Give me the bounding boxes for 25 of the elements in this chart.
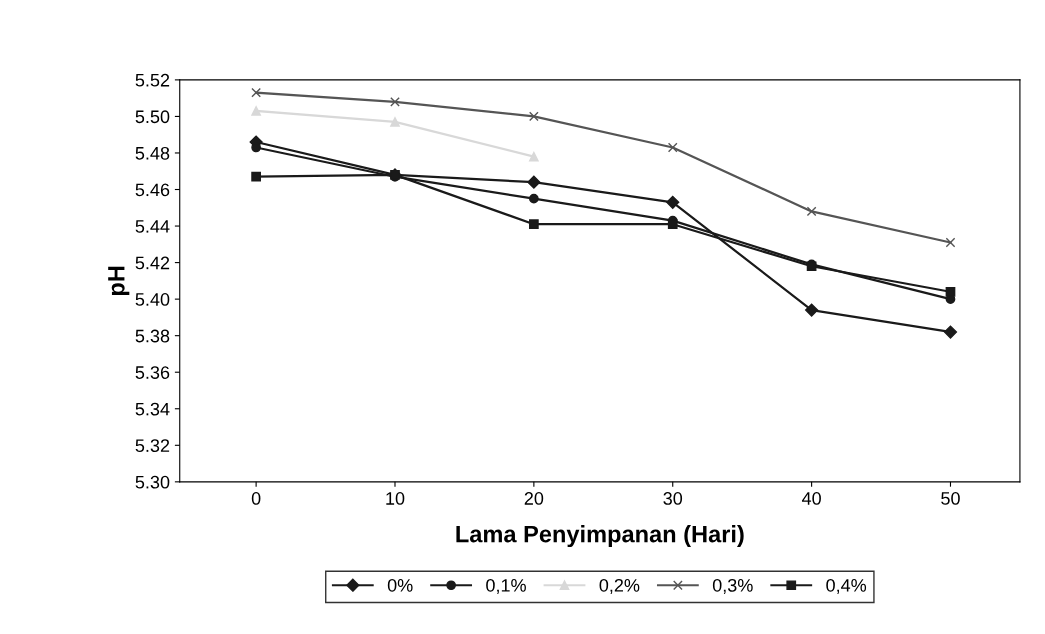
y-tick-label: 5.36 bbox=[135, 366, 170, 379]
y-tick-label: 5.52 bbox=[135, 73, 170, 87]
x-tick-label: 50 bbox=[941, 492, 960, 505]
x-tick-label: 40 bbox=[801, 492, 821, 505]
x-tick-label: 10 bbox=[386, 492, 405, 505]
x-tick-label: 0 bbox=[251, 492, 261, 505]
legend-label: 0% bbox=[387, 578, 413, 592]
x-tick-label: 20 bbox=[524, 492, 544, 505]
y-axis-title: pH bbox=[108, 266, 130, 296]
y-tick-label: 5.46 bbox=[135, 183, 170, 197]
y-tick-label: 5.34 bbox=[135, 402, 170, 416]
y-tick-label: 5.40 bbox=[135, 293, 170, 306]
y-tick-label: 5.42 bbox=[135, 256, 170, 270]
y-tick-label: 5.38 bbox=[135, 329, 170, 343]
legend-label: 0,3% bbox=[712, 578, 753, 594]
legend-label: 0,4% bbox=[826, 578, 867, 594]
y-tick-label: 5.32 bbox=[135, 439, 170, 453]
y-tick-label: 5.48 bbox=[135, 146, 170, 160]
x-tick-label: 30 bbox=[663, 492, 683, 505]
y-tick-label: 5.50 bbox=[135, 110, 170, 124]
x-axis-title: Lama Penyimpanan (Hari) bbox=[456, 525, 744, 548]
legend-label: 0,1% bbox=[486, 578, 526, 594]
y-tick-label: 5.30 bbox=[135, 475, 170, 489]
y-tick-label: 5.44 bbox=[135, 220, 170, 233]
legend-label: 0,2% bbox=[599, 578, 640, 594]
